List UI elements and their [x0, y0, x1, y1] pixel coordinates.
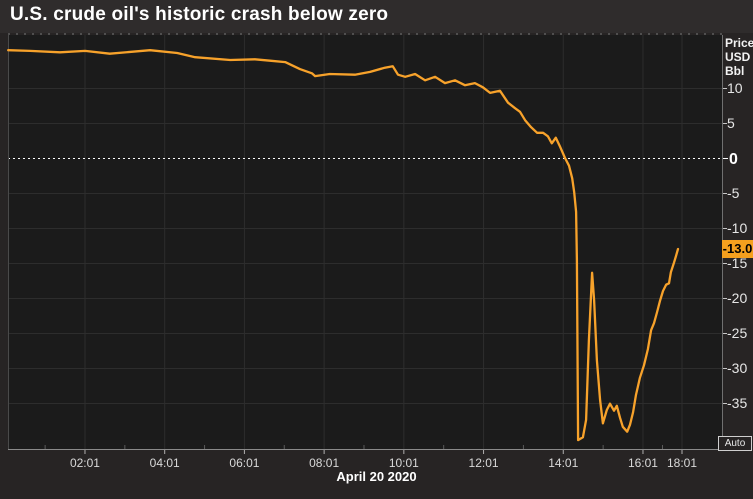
y-tick-label: -25 [727, 325, 747, 341]
x-tick-label: 02:01 [70, 456, 100, 470]
x-tick-label: 10:01 [389, 456, 419, 470]
x-tick-label: 14:01 [548, 456, 578, 470]
axis-unit-line: Price [725, 36, 753, 50]
y-tick-label: 5 [727, 115, 735, 131]
page-title: U.S. crude oil's historic crash below ze… [10, 4, 389, 25]
plot-area [8, 35, 722, 449]
last-price-badge: -13.0 [722, 240, 753, 258]
x-tick-label: 08:01 [309, 456, 339, 470]
y-tick-label: -20 [727, 290, 747, 306]
x-tick-label: 18:01 [667, 456, 697, 470]
x-tick-label: 06:01 [229, 456, 259, 470]
axis-unit-line: Bbl [725, 64, 745, 78]
title-bar: U.S. crude oil's historic crash below ze… [0, 0, 753, 33]
x-tick-label: 12:01 [469, 456, 499, 470]
auto-scale-button[interactable]: Auto [718, 436, 752, 451]
axis-unit-line: USD [725, 50, 751, 64]
y-tick-label: -15 [727, 255, 747, 271]
y-tick-label-zero: 0 [729, 151, 738, 168]
y-tick-label: -5 [727, 185, 740, 201]
price-line [7, 49, 680, 442]
price-axis-unit-label: Price USD Bbl [725, 36, 753, 78]
date-label: April 20 2020 [336, 469, 417, 484]
y-tick-label: -30 [727, 360, 747, 376]
y-tick-label: 10 [727, 80, 743, 96]
y-tick-label: -35 [727, 395, 747, 411]
x-tick-label: 04:01 [150, 456, 180, 470]
y-tick-label: -10 [727, 220, 747, 236]
x-tick-label: 16:01 [628, 456, 658, 470]
